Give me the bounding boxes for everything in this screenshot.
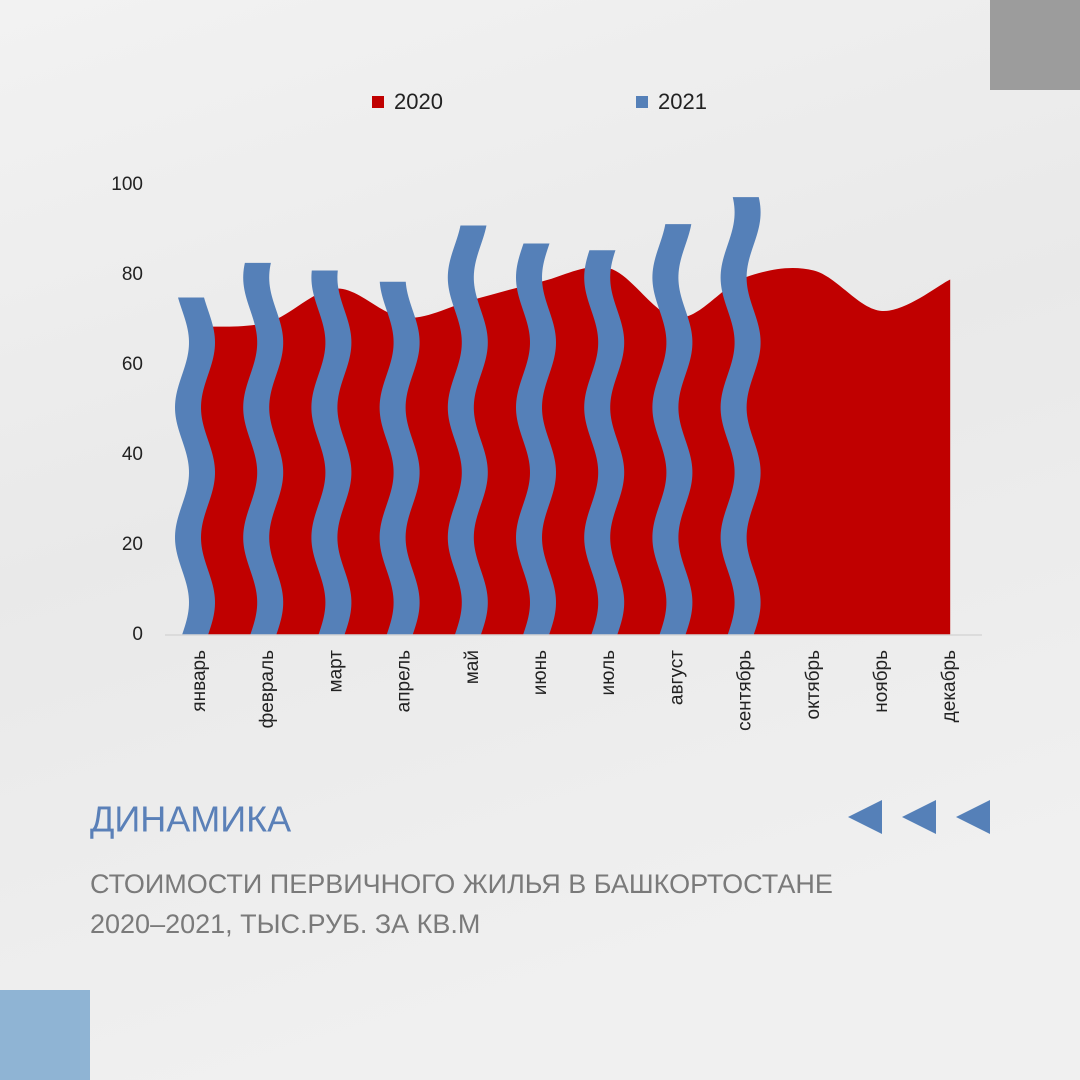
y-tick-label: 0	[132, 624, 143, 645]
x-tick-label: апрель	[394, 650, 415, 712]
arrow-icon	[848, 800, 882, 834]
x-tick-label: октябрь	[803, 650, 824, 720]
y-tick-label: 20	[122, 534, 143, 555]
subtitle: СТОИМОСТИ ПЕРВИЧНОГО ЖИЛЬЯ В БАШКОРТОСТА…	[90, 869, 833, 899]
legend-swatch	[636, 96, 648, 108]
corner-square	[990, 0, 1080, 90]
y-tick-label: 60	[122, 354, 143, 375]
bar	[311, 270, 352, 635]
area	[200, 266, 951, 635]
x-tick-label: март	[325, 650, 346, 693]
bar	[584, 250, 625, 635]
bar	[175, 297, 215, 635]
bar	[243, 262, 284, 635]
bar	[652, 224, 693, 635]
x-tick-label: июль	[598, 650, 619, 696]
bar	[379, 281, 420, 635]
bar	[447, 225, 488, 635]
arrow-icon	[956, 800, 990, 834]
plot: 0 20 40 60 80 100 январь февраль март апрель май ию…	[111, 89, 982, 731]
legend-label: 2020	[394, 89, 443, 114]
x-tick-label: июнь	[530, 650, 551, 695]
x-tick-label: февраль	[257, 650, 278, 729]
x-tick-label: январь	[189, 650, 210, 712]
bar	[720, 197, 761, 635]
subtitle: 2020–2021, ТЫС.РУБ. ЗА КВ.М	[90, 909, 480, 939]
x-tick-label: сентябрь	[735, 650, 756, 731]
y-tick-label: 100	[111, 174, 143, 195]
legend-swatch	[372, 96, 384, 108]
title: ДИНАМИКА	[90, 799, 291, 840]
x-tick-label: май	[462, 650, 483, 684]
arrow-icon	[902, 800, 936, 834]
x-tick-label: декабрь	[939, 650, 960, 722]
x-tick-label: ноябрь	[871, 650, 892, 713]
y-tick-label: 80	[122, 264, 143, 285]
bar	[516, 243, 556, 635]
x-tick-label: август	[666, 650, 687, 705]
y-tick-label: 40	[122, 444, 143, 465]
legend-label: 2021	[658, 89, 707, 114]
corner-square	[0, 990, 90, 1080]
